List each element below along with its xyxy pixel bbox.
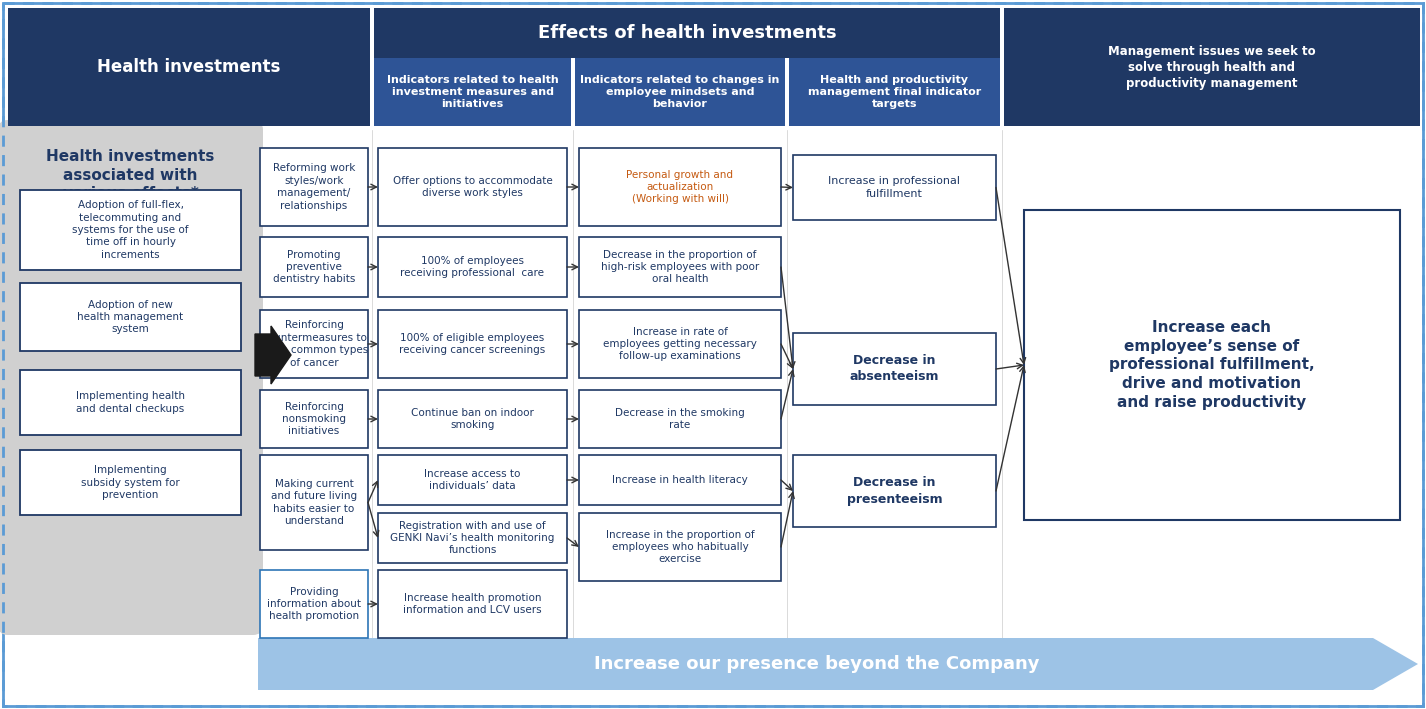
Text: 100% of eligible employees
receiving cancer screenings: 100% of eligible employees receiving can… (399, 333, 546, 355)
FancyBboxPatch shape (378, 513, 568, 563)
Text: Implementing health
and dental checkups: Implementing health and dental checkups (76, 391, 185, 413)
FancyBboxPatch shape (793, 155, 995, 220)
Text: Personal growth and
actualization
(Working with will): Personal growth and actualization (Worki… (626, 169, 733, 204)
Text: Increase in professional
fulfillment: Increase in professional fulfillment (829, 177, 961, 199)
Text: Management issues we seek to
solve through health and
productivity management: Management issues we seek to solve throu… (1108, 45, 1316, 89)
Text: Increase health promotion
information and LCV users: Increase health promotion information an… (404, 593, 542, 615)
FancyBboxPatch shape (579, 237, 781, 297)
Text: Adoption of new
health management
system: Adoption of new health management system (77, 300, 184, 335)
Text: Decrease in the smoking
rate: Decrease in the smoking rate (615, 408, 744, 430)
Text: Providing
information about
health promotion: Providing information about health promo… (267, 586, 361, 621)
Text: Offer options to accommodate
diverse work styles: Offer options to accommodate diverse wor… (392, 176, 552, 199)
Text: Health investments
associated with
various effects*: Health investments associated with vario… (46, 149, 215, 201)
FancyBboxPatch shape (260, 455, 368, 550)
Text: Reforming work
styles/work
management/
relationships: Reforming work styles/work management/ r… (272, 163, 355, 211)
FancyBboxPatch shape (579, 390, 781, 448)
Text: Implementing
subsidy system for
prevention: Implementing subsidy system for preventi… (81, 465, 180, 500)
Text: Health investments: Health investments (97, 58, 281, 76)
FancyBboxPatch shape (378, 237, 568, 297)
FancyBboxPatch shape (378, 148, 568, 226)
FancyBboxPatch shape (260, 237, 368, 297)
Text: 100% of employees
receiving professional  care: 100% of employees receiving professional… (401, 256, 545, 278)
Text: Effects of health investments: Effects of health investments (538, 24, 836, 42)
Text: Increase in rate of
employees getting necessary
follow-up examinations: Increase in rate of employees getting ne… (603, 327, 757, 362)
Polygon shape (258, 638, 1417, 690)
Text: Making current
and future living
habits easier to
understand: Making current and future living habits … (271, 479, 356, 526)
Text: Increase in the proportion of
employees who habitually
exercise: Increase in the proportion of employees … (606, 530, 754, 564)
FancyBboxPatch shape (793, 333, 995, 405)
FancyBboxPatch shape (260, 570, 368, 638)
FancyBboxPatch shape (378, 390, 568, 448)
FancyBboxPatch shape (20, 450, 241, 515)
FancyBboxPatch shape (374, 58, 570, 126)
Text: Increase in health literacy: Increase in health literacy (612, 475, 747, 485)
Text: Decrease in
absenteeism: Decrease in absenteeism (850, 354, 940, 384)
FancyBboxPatch shape (20, 190, 241, 270)
FancyBboxPatch shape (579, 310, 781, 378)
FancyBboxPatch shape (1004, 8, 1420, 126)
Text: Indicators related to changes in
employee mindsets and
behavior: Indicators related to changes in employe… (580, 74, 780, 109)
FancyBboxPatch shape (20, 283, 241, 351)
FancyBboxPatch shape (20, 370, 241, 435)
Text: Adoption of full-flex,
telecommuting and
systems for the use of
time off in hour: Adoption of full-flex, telecommuting and… (73, 200, 188, 259)
FancyBboxPatch shape (3, 3, 1423, 706)
Text: Decrease in
presenteeism: Decrease in presenteeism (847, 476, 943, 506)
Text: Decrease in the proportion of
high-risk employees with poor
oral health: Decrease in the proportion of high-risk … (600, 250, 759, 284)
Text: Increase access to
individuals’ data: Increase access to individuals’ data (425, 469, 520, 491)
FancyBboxPatch shape (0, 120, 262, 635)
FancyBboxPatch shape (378, 570, 568, 638)
FancyBboxPatch shape (260, 390, 368, 448)
Text: Increase our presence beyond the Company: Increase our presence beyond the Company (595, 655, 1040, 673)
FancyBboxPatch shape (789, 58, 1000, 126)
FancyBboxPatch shape (575, 58, 784, 126)
Text: Reinforcing
countermeasures to
three common types
of cancer: Reinforcing countermeasures to three com… (260, 320, 368, 367)
Text: Increase each
employee’s sense of
professional fulfillment,
drive and motivation: Increase each employee’s sense of profes… (1109, 320, 1315, 410)
FancyArrow shape (255, 326, 291, 384)
Text: Continue ban on indoor
smoking: Continue ban on indoor smoking (411, 408, 533, 430)
FancyBboxPatch shape (260, 148, 368, 226)
FancyBboxPatch shape (378, 455, 568, 505)
Text: Indicators related to health
investment measures and
initiatives: Indicators related to health investment … (386, 74, 559, 109)
FancyBboxPatch shape (1024, 210, 1400, 520)
Text: Registration with and use of
GENKI Navi’s health monitoring
functions: Registration with and use of GENKI Navi’… (391, 520, 555, 555)
FancyBboxPatch shape (579, 513, 781, 581)
FancyBboxPatch shape (579, 455, 781, 505)
FancyBboxPatch shape (378, 310, 568, 378)
FancyBboxPatch shape (793, 455, 995, 527)
FancyBboxPatch shape (9, 8, 369, 126)
Text: Health and productivity
management final indicator
targets: Health and productivity management final… (809, 74, 981, 109)
FancyBboxPatch shape (260, 310, 368, 378)
Text: Promoting
preventive
dentistry habits: Promoting preventive dentistry habits (272, 250, 355, 284)
FancyBboxPatch shape (579, 148, 781, 226)
FancyBboxPatch shape (374, 8, 1000, 58)
Text: Reinforcing
nonsmoking
initiatives: Reinforcing nonsmoking initiatives (282, 401, 347, 437)
